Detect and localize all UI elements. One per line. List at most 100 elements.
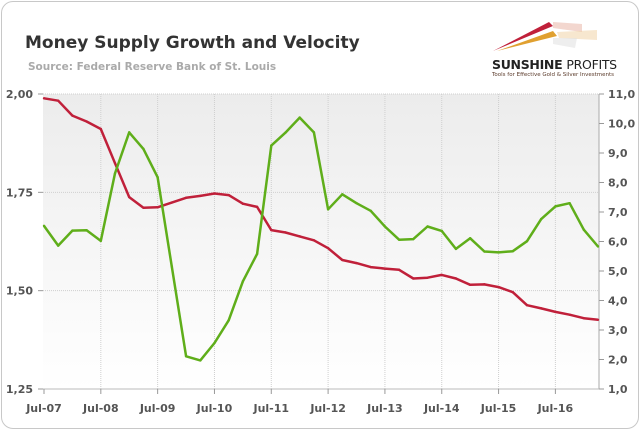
velocity-point	[156, 206, 159, 209]
money-supply-growth-point	[284, 131, 287, 134]
money-supply-growth-point	[539, 217, 543, 221]
x-tick-label: Jul-15	[480, 402, 517, 415]
x-tick-label: Jul-07	[25, 402, 62, 415]
money-supply-growth-point	[213, 341, 216, 345]
logo-name-bold: SUNSHINE	[492, 57, 563, 72]
money-supply-growth-point	[341, 193, 344, 196]
velocity-point	[454, 277, 458, 280]
right-tick-label: 1,0	[608, 383, 628, 396]
money-supply-growth-point	[369, 209, 372, 213]
right-tick-label: 5,0	[608, 265, 628, 278]
logo-tagline: Tools for Effective Gold & Silver Invest…	[492, 72, 614, 78]
money-supply-growth-point	[270, 144, 273, 147]
chart-title: Money Supply Growth and Velocity	[25, 33, 360, 53]
velocity-point	[568, 313, 571, 316]
money-supply-growth-point	[497, 251, 500, 254]
velocity-point	[483, 283, 486, 286]
money-supply-growth-point	[454, 247, 458, 251]
velocity-point	[412, 277, 415, 280]
x-tick-label: Jul-10	[196, 402, 233, 415]
velocity-point	[497, 285, 500, 289]
velocity-line	[43, 97, 599, 322]
velocity-point	[326, 246, 330, 250]
velocity-point	[99, 127, 103, 131]
logo-name: SUNSHINE PROFITS	[492, 57, 617, 72]
money-supply-growth-point	[554, 205, 557, 208]
money-supply-growth-line	[42, 116, 599, 362]
velocity-point	[312, 239, 316, 242]
money-supply-growth-point	[170, 265, 174, 268]
velocity-point	[355, 261, 358, 265]
velocity-point	[142, 206, 145, 209]
money-supply-growth-point	[412, 237, 415, 241]
money-supply-growth-point	[568, 201, 571, 205]
velocity-point	[284, 231, 287, 234]
velocity-point	[397, 268, 401, 272]
velocity-point	[341, 258, 344, 262]
money-supply-growth-point	[71, 229, 74, 232]
money-supply-growth-point	[468, 237, 472, 240]
velocity-point	[71, 114, 74, 117]
money-supply-growth-point	[113, 172, 117, 175]
right-tick-label: 7,0	[608, 206, 628, 219]
money-supply-growth-point	[255, 252, 259, 256]
velocity-point	[554, 310, 557, 314]
velocity-point	[426, 276, 429, 279]
money-supply-growth-point	[184, 355, 188, 358]
left-tick-label: 2,00	[6, 88, 33, 101]
money-supply-growth-point	[383, 225, 387, 228]
right-tick-label: 2,0	[608, 354, 628, 367]
x-tick-label: Jul-12	[309, 402, 346, 415]
money-supply-growth-point	[241, 280, 245, 283]
money-supply-growth-point	[440, 229, 443, 233]
velocity-point	[213, 192, 216, 195]
velocity-point	[184, 196, 188, 200]
velocity-point	[539, 307, 543, 310]
left-tick-label: 1,25	[6, 383, 33, 396]
velocity-point	[298, 235, 301, 238]
money-supply-growth-point	[483, 250, 486, 253]
x-tick-label: Jul-11	[252, 402, 289, 415]
money-supply-growth-point	[298, 116, 301, 119]
right-tick-label: 4,0	[608, 295, 628, 308]
velocity-point	[511, 291, 514, 294]
money-supply-growth-point	[525, 240, 529, 243]
right-tick-label: 9,0	[608, 147, 628, 160]
money-supply-growth-point	[142, 147, 145, 151]
left-tick-label: 1,50	[6, 285, 33, 298]
velocity-point	[241, 202, 245, 205]
velocity-point	[170, 201, 174, 204]
money-supply-growth-point	[227, 319, 230, 322]
money-supply-growth-point	[326, 208, 330, 211]
money-supply-growth-point	[57, 244, 60, 247]
money-supply-growth-point	[312, 131, 316, 134]
velocity-point	[582, 317, 585, 320]
velocity-point	[596, 318, 600, 321]
x-tick-label: Jul-13	[366, 402, 403, 415]
chart-source: Source: Federal Reserve Bank of St. Loui…	[28, 61, 277, 73]
money-supply-growth-point	[582, 228, 585, 231]
x-tick-label: Jul-09	[139, 402, 176, 415]
velocity-point	[383, 267, 387, 270]
money-supply-growth-point	[397, 238, 401, 241]
sunshine-profits-logo-icon	[493, 22, 597, 51]
velocity-point	[85, 120, 88, 123]
money-supply-growth-point	[42, 224, 46, 228]
velocity-point	[57, 99, 60, 102]
money-supply-growth-point	[355, 201, 358, 205]
right-tick-label: 10,0	[608, 118, 635, 131]
money-supply-growth-point	[511, 250, 514, 253]
velocity-point	[128, 195, 131, 199]
money-supply-growth-point	[596, 245, 600, 248]
money-supply-growth-point	[128, 131, 131, 134]
velocity-point	[525, 304, 529, 307]
velocity-point	[199, 194, 202, 198]
money-supply-growth-point	[199, 359, 202, 362]
velocity-point	[42, 97, 46, 100]
money-supply-growth-point	[99, 239, 103, 243]
money-supply-growth-point	[85, 229, 88, 232]
right-tick-label: 11,0	[608, 88, 635, 101]
plot-area	[43, 94, 599, 389]
x-tick-label: Jul-08	[82, 402, 119, 415]
